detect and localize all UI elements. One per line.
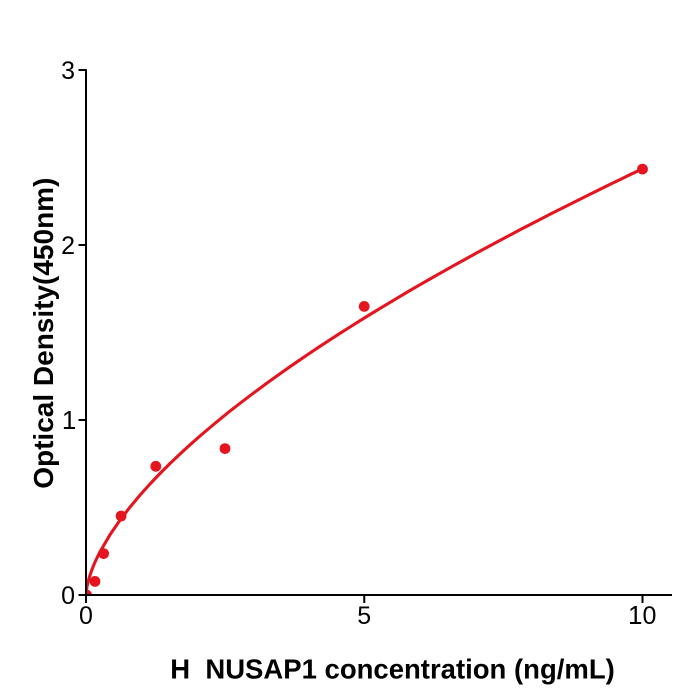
svg-text:5: 5 <box>357 602 371 630</box>
svg-text:3: 3 <box>61 57 75 85</box>
svg-text:0: 0 <box>643 602 657 630</box>
svg-text:Optical Density(450nm): Optical Density(450nm) <box>28 178 59 489</box>
svg-text:0: 0 <box>61 582 75 610</box>
svg-text:2: 2 <box>61 232 75 260</box>
svg-text:0: 0 <box>79 602 93 630</box>
svg-text:H NUSAP1 concentration (ng/mL: H NUSAP1 concentration (ng/mL) <box>170 653 615 684</box>
svg-text:1: 1 <box>62 405 76 435</box>
svg-text:1: 1 <box>628 600 642 630</box>
